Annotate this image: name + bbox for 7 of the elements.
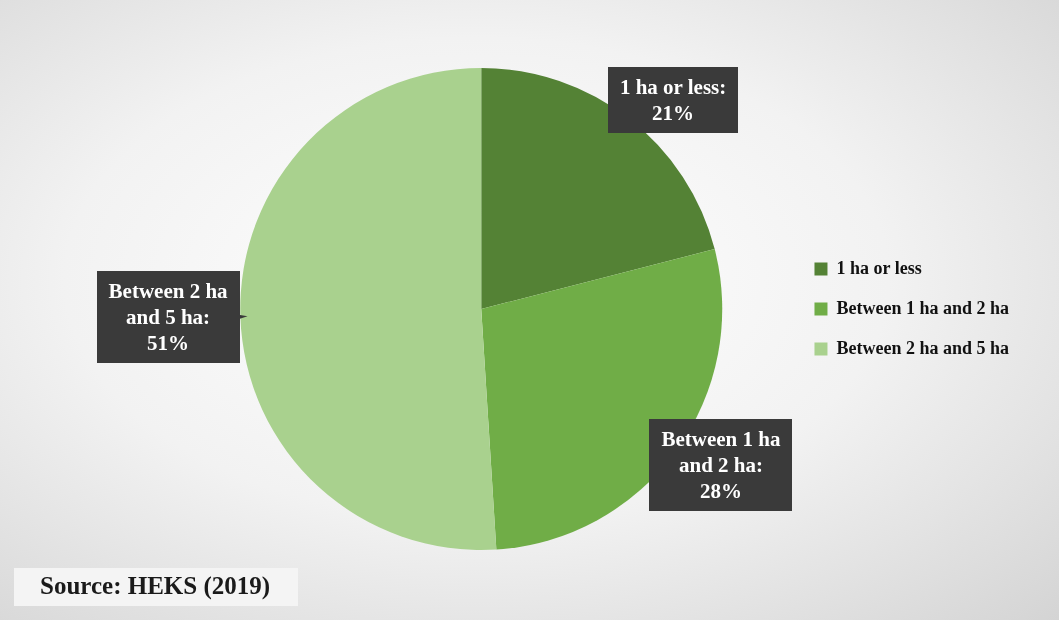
data-label: Between 2 ha and 5 ha: 51% bbox=[96, 271, 240, 364]
legend-label: 1 ha or less bbox=[836, 257, 922, 278]
legend-label: Between 1 ha and 2 ha bbox=[836, 297, 1010, 318]
source-note: Source: HEKS (2019) bbox=[14, 568, 299, 606]
legend-label: Between 2 ha and 5 ha bbox=[836, 337, 1010, 358]
data-label: 1 ha or less: 21% bbox=[607, 66, 739, 133]
data-label: Between 1 ha and 2 ha: 28% bbox=[649, 418, 793, 511]
